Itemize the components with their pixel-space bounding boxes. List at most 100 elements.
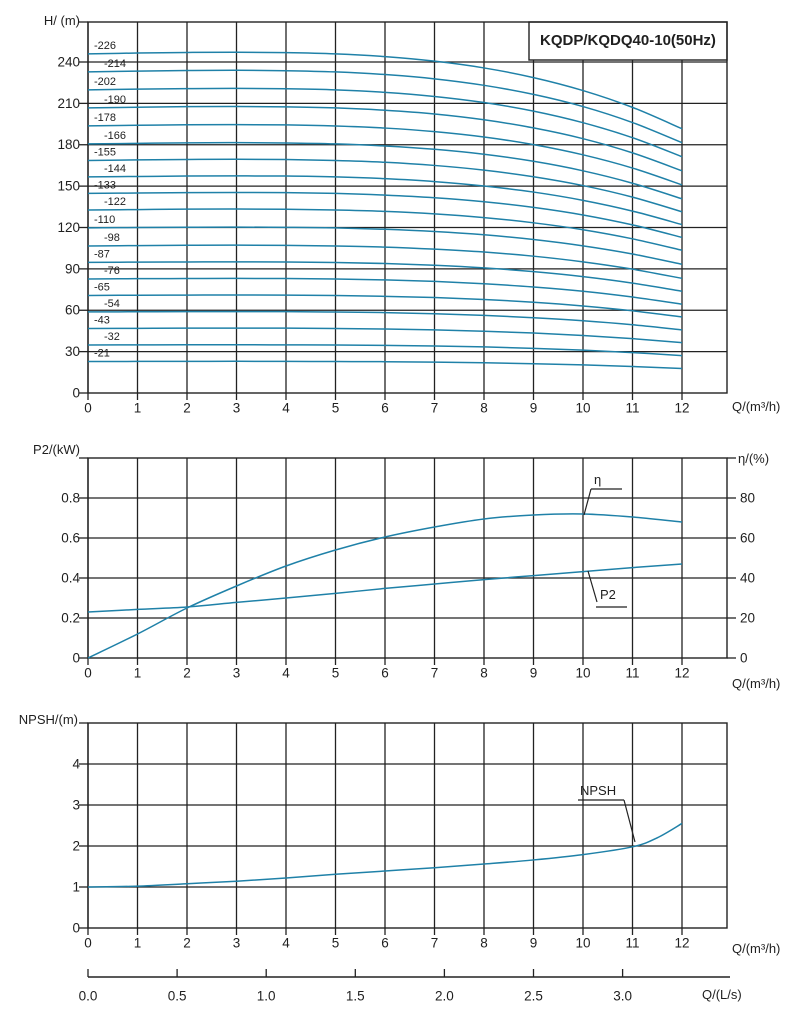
data-curve: [87, 141, 683, 200]
x-tick-label: 6: [381, 401, 389, 416]
y-tick-label: 0: [72, 386, 80, 401]
y-tick-label: 4: [72, 757, 80, 772]
y-tick-label: 90: [65, 261, 80, 276]
head-curve-label: -76: [104, 265, 120, 277]
efficiency-tick-label: 20: [740, 611, 755, 626]
x-tick-label: 10: [575, 666, 590, 681]
npsh-curve-label: NPSH: [580, 783, 617, 798]
y-tick-label: 210: [57, 96, 80, 111]
y-tick-label: 240: [57, 54, 80, 69]
efficiency-tick-label: 0: [740, 651, 748, 666]
head-curve-label: -110: [94, 214, 115, 226]
x-tick-label: 0: [84, 936, 92, 951]
data-curve: [87, 310, 683, 331]
x-tick-label: 2: [183, 666, 191, 681]
head-y-axis-title: H/ (m): [43, 13, 80, 28]
y-tick-label: 30: [65, 344, 80, 359]
x-tick-label: 8: [480, 936, 488, 951]
power-curve-label: P2: [600, 587, 616, 602]
lps-tick-label: 1.0: [257, 989, 276, 1004]
x-tick-label: 0: [84, 666, 92, 681]
data-curve: [87, 822, 683, 888]
x-tick-label: 12: [674, 666, 689, 681]
head-curve-label: -133: [94, 179, 116, 191]
x-tick-label: 10: [575, 401, 590, 416]
x-tick-label: 5: [332, 936, 340, 951]
y-tick-label: 1: [72, 880, 80, 895]
ticks: [79, 21, 736, 977]
x-tick-label: 7: [431, 401, 439, 416]
lps-tick-label: 2.0: [435, 989, 454, 1004]
head-curve-label: -122: [104, 196, 126, 208]
npsh-y-axis-title: NPSH/(m): [18, 712, 78, 727]
x-tick-label: 8: [480, 666, 488, 681]
power-y-axis-title: P2/(kW): [33, 442, 80, 457]
data-curve: [87, 158, 683, 213]
x-tick-label: 8: [480, 401, 488, 416]
data-curve: [87, 51, 683, 130]
y-tick-label: 3: [72, 798, 80, 813]
data-curve: [87, 123, 683, 186]
x-tick-label: 7: [431, 666, 439, 681]
efficiency-tick-label: 40: [740, 571, 755, 586]
x-tick-label: 11: [625, 936, 639, 951]
head-curve-label: -65: [94, 281, 110, 293]
data-curve: [87, 277, 683, 305]
data-curve: [87, 327, 683, 344]
x-tick-label: 1: [134, 666, 142, 681]
x-tick-label: 5: [332, 401, 340, 416]
head-curve-label: -202: [94, 76, 116, 88]
y-tick-label: 60: [65, 303, 80, 318]
lps-tick-label: 2.5: [524, 989, 543, 1004]
x-tick-label: 9: [530, 401, 538, 416]
lps-tick-label: 3.0: [613, 989, 632, 1004]
y-tick-label: 0.6: [61, 531, 80, 546]
efficiency-tick-label: 60: [740, 531, 755, 546]
data-curve: [87, 69, 683, 144]
data-curve: [87, 226, 683, 266]
y-tick-label: 0.4: [61, 571, 80, 586]
lps-tick-label: 1.5: [346, 989, 365, 1004]
head-curve-label: -87: [94, 248, 110, 260]
x-tick-label: 0: [84, 401, 92, 416]
y-tick-label: 180: [57, 137, 80, 152]
head-curve-label: -21: [94, 348, 110, 360]
x-tick-label: 2: [183, 936, 191, 951]
x-tick-label: 3: [233, 936, 241, 951]
data-curve: [87, 208, 683, 251]
x-tick-label: 10: [575, 936, 590, 951]
lps-axis-title: Q/(L/s): [702, 987, 742, 1002]
x-tick-label: 11: [625, 666, 639, 681]
x-tick-label: 3: [233, 401, 241, 416]
lps-tick-label: 0.0: [79, 989, 98, 1004]
x-tick-label: 7: [431, 936, 439, 951]
x-tick-label: 1: [134, 936, 142, 951]
head-x-axis-title: Q/(m³/h): [732, 399, 781, 414]
x-tick-label: 5: [332, 666, 340, 681]
x-tick-label: 4: [282, 401, 290, 416]
x-tick-label: 2: [183, 401, 191, 416]
head-curve-label: -190: [104, 94, 126, 106]
head-curve-label: -98: [104, 232, 120, 244]
data-curve: [87, 513, 683, 659]
y-tick-label: 150: [57, 179, 80, 194]
head-curve-label: -144: [104, 163, 126, 175]
head-curve-label: -155: [94, 146, 116, 158]
chart-title: KQDP/KQDQ40-10(50Hz): [540, 32, 716, 49]
x-tick-label: 11: [625, 401, 639, 416]
x-tick-label: 9: [530, 666, 538, 681]
x-tick-label: 4: [282, 666, 290, 681]
head-curve-label: -166: [104, 130, 126, 142]
y-tick-label: 0.8: [61, 491, 80, 506]
x-tick-label: 3: [233, 666, 241, 681]
data-curve: [87, 191, 683, 239]
head-curve-label: -178: [94, 112, 116, 124]
data-curve: [87, 563, 683, 613]
efficiency-y-axis-title: η/(%): [738, 451, 770, 466]
head-curve-label: -214: [104, 58, 126, 70]
y-tick-label: 2: [72, 839, 80, 854]
x-tick-label: 1: [134, 401, 142, 416]
y-tick-label: 0: [72, 921, 80, 936]
